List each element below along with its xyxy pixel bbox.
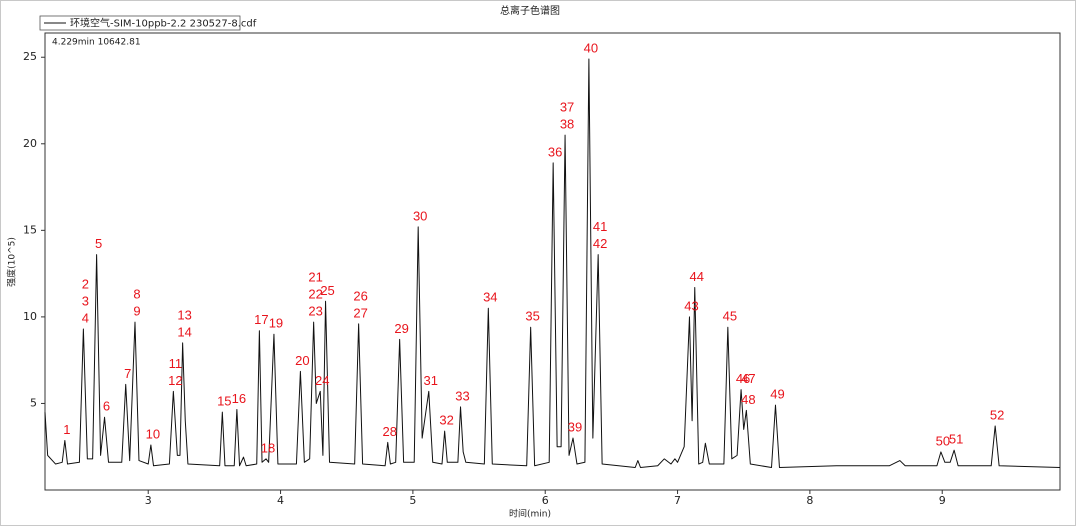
peak-label: 41 — [593, 219, 607, 234]
peak-label: 51 — [949, 432, 963, 447]
legend-box — [39, 15, 241, 31]
peak-label: 34 — [483, 290, 497, 305]
peak-label: 40 — [584, 40, 598, 55]
x-tick-label: 6 — [542, 494, 549, 507]
peak-label: 23 — [308, 304, 322, 319]
peak-label: 31 — [424, 373, 438, 388]
peak-label: 45 — [723, 309, 737, 324]
peak-label: 7 — [124, 366, 131, 381]
peak-label: 30 — [413, 208, 427, 223]
peak-label: 21 — [308, 270, 322, 285]
cursor-readout: 4.229min 10642.81 — [52, 38, 141, 48]
peak-label: 47 — [741, 371, 755, 386]
peak-label: 38 — [560, 117, 574, 132]
peak-label: 12 — [168, 373, 182, 388]
legend-label: 环境空气-SIM-10ppb-2.2 230527-8.cdf — [70, 17, 257, 30]
x-tick-label: 3 — [145, 494, 152, 507]
peak-label: 6 — [103, 399, 110, 414]
peak-label: 39 — [568, 420, 582, 435]
peak-label: 19 — [269, 316, 283, 331]
peak-label: 14 — [177, 324, 191, 339]
peak-label: 49 — [770, 387, 784, 402]
peak-label: 33 — [455, 388, 469, 403]
chart-title: 总离子色谱图 — [500, 4, 560, 17]
peak-label: 25 — [320, 283, 334, 298]
peak-label: 28 — [383, 424, 397, 439]
peak-label: 50 — [936, 433, 950, 448]
x-axis-label: 时间(min) — [509, 508, 551, 520]
peak-label: 27 — [353, 305, 367, 320]
y-tick-label: 25 — [23, 50, 37, 63]
y-tick-label: 5 — [30, 396, 37, 409]
peak-label: 13 — [177, 307, 191, 322]
x-tick-label: 8 — [806, 494, 813, 507]
peak-label: 52 — [990, 407, 1004, 422]
peak-label: 22 — [308, 287, 322, 302]
peak-label: 48 — [741, 392, 755, 407]
peak-label: 35 — [525, 309, 539, 324]
y-axis-label: 强度(10^5) — [6, 237, 18, 287]
peak-label: 3 — [82, 293, 89, 308]
peak-label: 10 — [146, 426, 160, 441]
x-tick-label: 5 — [409, 494, 416, 507]
peak-label: 20 — [295, 353, 309, 368]
peak-label: 4 — [82, 310, 89, 325]
peak-label: 24 — [315, 373, 329, 388]
peak-label: 18 — [261, 440, 275, 455]
peak-label: 44 — [690, 269, 704, 284]
peak-label: 16 — [232, 391, 246, 406]
chromatogram-trace — [44, 58, 1061, 468]
peak-label: 42 — [593, 236, 607, 251]
peak-label: 26 — [353, 288, 367, 303]
peak-label: 1 — [63, 422, 70, 437]
x-tick-label: 7 — [674, 494, 681, 507]
peak-label: 32 — [439, 413, 453, 428]
y-tick-label: 15 — [23, 223, 37, 236]
x-tick-label: 9 — [939, 494, 946, 507]
peak-label: 36 — [548, 144, 562, 159]
peak-label: 9 — [133, 304, 140, 319]
peak-label: 2 — [82, 276, 89, 291]
peak-label: 5 — [95, 236, 102, 251]
y-tick-label: 20 — [23, 137, 37, 150]
peak-label: 8 — [133, 287, 140, 302]
plot-area — [44, 32, 1061, 491]
peak-label: 15 — [217, 394, 231, 409]
peak-label: 17 — [254, 312, 268, 327]
peak-label: 37 — [560, 100, 574, 115]
y-tick-label: 10 — [23, 310, 37, 323]
peak-label: 43 — [684, 298, 698, 313]
peak-label: 29 — [394, 321, 408, 336]
peak-label: 11 — [169, 356, 183, 371]
x-tick-label: 4 — [277, 494, 284, 507]
peak-label: 46 — [736, 371, 750, 386]
